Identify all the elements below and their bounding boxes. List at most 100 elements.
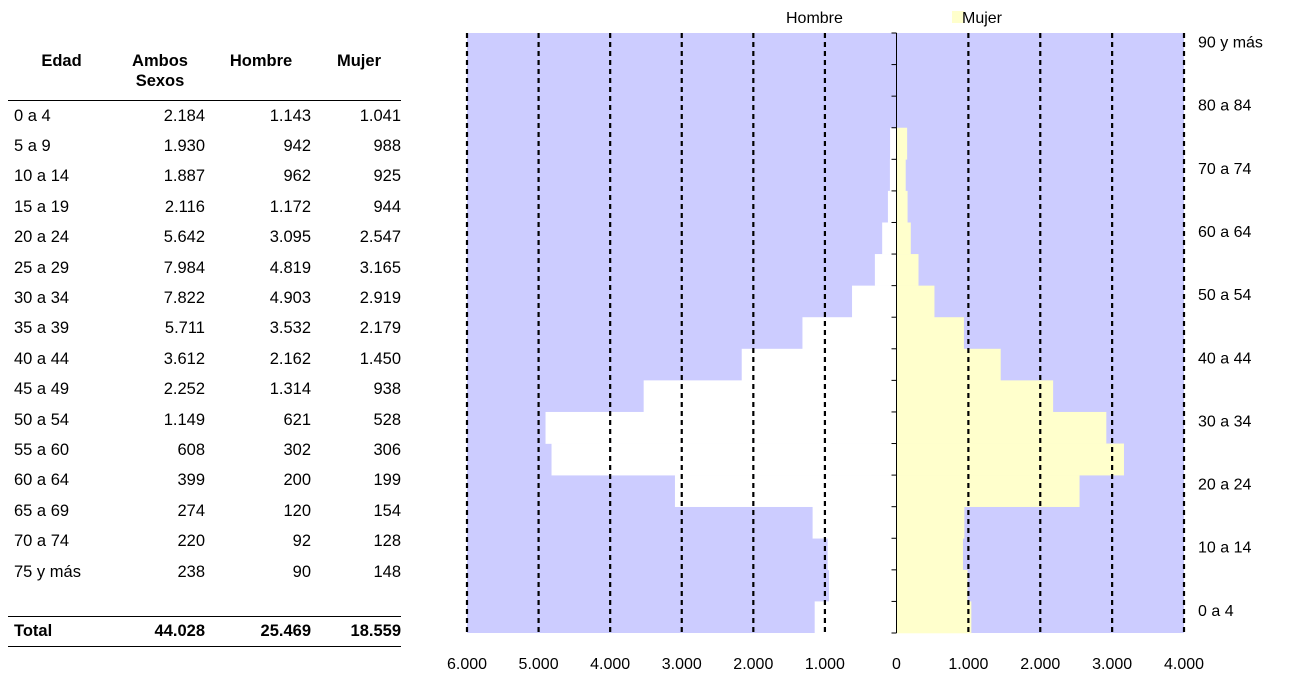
x-tick-label: 5.000 [519,656,559,673]
cell-hombre: 962 [283,167,311,186]
cell-total-label: Total [8,616,109,647]
cell-total-ambos-sexos: 44.028 [109,616,205,647]
cell-age: 55 a 60 [14,440,70,459]
cell-age: 70 a 74 [14,532,70,551]
x-tick-label: 0 [892,656,901,673]
bar-mujer [896,159,906,192]
cell-total-hombre: 25.469 [205,616,311,647]
cell-mujer: 988 [373,136,401,155]
cell-ambos-sexos: 5.711 [164,319,205,338]
cell-ambos-sexos: 2.116 [164,197,205,216]
cell-age: 30 a 34 [14,288,70,307]
table-row: 25 a 29 7.984 4.819 3.165 [8,253,401,283]
cell-mujer: 925 [373,167,401,186]
table-row: 20 a 24 5.642 3.095 2.547 [8,222,401,252]
table-row: 30 a 34 7.822 4.903 2.919 [8,283,401,313]
bar-hombre [802,317,897,350]
header-edad: Edad [8,48,109,101]
table-row: 40 a 44 3.612 2.162 1.450 [8,344,401,374]
cell-ambos-sexos: 1.930 [163,136,205,155]
x-tick-label: 4.000 [1164,656,1204,673]
bar-mujer [896,222,911,255]
bar-hombre [674,475,897,507]
table-row: 55 a 60 608 302 306 [8,435,401,465]
cell-ambos-sexos: 274 [177,501,205,520]
cell-age: 40 a 44 [14,349,70,368]
cell-age: 75 y más [14,562,81,581]
bar-mujer [896,443,1124,476]
cell-mujer: 148 [373,562,401,581]
category-label: 10 a 14 [1198,540,1251,557]
x-tick-label: 6.000 [447,656,487,673]
bar-mujer [896,127,908,160]
bar-hombre [882,222,897,255]
cell-mujer: 1.041 [359,106,401,125]
age-table: Edad Ambos Sexos Hombre Mujer 0 a 4 2.184 1… [8,48,401,647]
bar-mujer [896,190,908,223]
cell-hombre: 302 [283,440,311,459]
cell-age: 65 a 69 [14,501,70,520]
cell-ambos-sexos: 3.612 [163,349,205,368]
cell-ambos-sexos: 2.184 [163,106,205,125]
cell-age: 10 a 14 [14,167,70,186]
bar-mujer [896,285,935,318]
cell-mujer: 306 [373,440,401,459]
table-row: 0 a 4 2.184 1.143 1.041 [8,100,401,131]
x-tick-label: 3.000 [1092,656,1132,673]
cell-hombre: 4.819 [269,258,311,277]
cell-ambos-sexos: 1.887 [163,167,205,186]
table-row: 65 a 69 274 120 154 [8,496,401,526]
cell-hombre: 1.314 [269,380,311,399]
cell-mujer: 528 [373,410,401,429]
legend-label-hombre: Hombre [786,10,843,27]
x-tick-label: 3.000 [662,656,702,673]
bar-mujer [896,380,1054,413]
cell-ambos-sexos: 399 [177,471,205,490]
category-label: 90 y más [1198,34,1263,51]
table-row: 10 a 14 1.887 962 925 [8,161,401,191]
cell-mujer: 1.450 [359,349,401,368]
cell-hombre: 120 [283,501,311,520]
bar-hombre [812,506,897,539]
table-row: 60 a 64 399 200 199 [8,465,401,495]
header-ambos-sexos: Ambos Sexos [109,48,205,101]
bar-mujer [896,475,1080,507]
cell-ambos-sexos: 238 [177,562,205,581]
category-label: 50 a 54 [1198,287,1251,304]
cell-hombre: 92 [292,532,311,551]
cell-ambos-sexos: 2.252 [163,380,205,399]
bar-hombre [814,601,897,634]
category-label: 30 a 34 [1198,413,1251,430]
cell-hombre: 942 [283,136,311,155]
bar-hombre [741,348,897,381]
bar-mujer [896,317,964,350]
table-row: 5 a 9 1.930 942 988 [8,131,401,161]
table-header-row: Edad Ambos Sexos Hombre Mujer [8,48,401,101]
bar-hombre [829,569,897,602]
cell-hombre: 3.095 [269,228,311,247]
bar-mujer [896,538,963,571]
table-row: 35 a 39 5.711 3.532 2.179 [8,313,401,343]
bar-hombre [852,285,897,318]
cell-age: 20 a 24 [14,228,70,247]
cell-mujer: 199 [373,471,401,490]
bar-mujer [896,348,1001,381]
cell-age: 25 a 29 [14,258,70,277]
cell-total-mujer: 18.559 [311,616,401,647]
table-row: 45 a 49 2.252 1.314 938 [8,374,401,404]
cell-mujer: 938 [373,380,401,399]
category-label: 0 a 4 [1198,603,1234,620]
cell-ambos-sexos: 220 [177,532,205,551]
table-row: 70 a 74 220 92 128 [8,526,401,556]
cell-age: 35 a 39 [14,319,70,338]
cell-hombre: 2.162 [269,349,311,368]
bar-mujer [896,506,965,539]
cell-hombre: 1.143 [269,106,311,125]
bar-hombre [545,411,897,444]
header-mujer: Mujer [311,48,401,101]
bar-hombre [874,254,897,286]
cell-age: 60 a 64 [14,471,70,490]
table-total-row: Total 44.028 25.469 18.559 [8,616,401,647]
cell-mujer: 3.165 [359,258,401,277]
